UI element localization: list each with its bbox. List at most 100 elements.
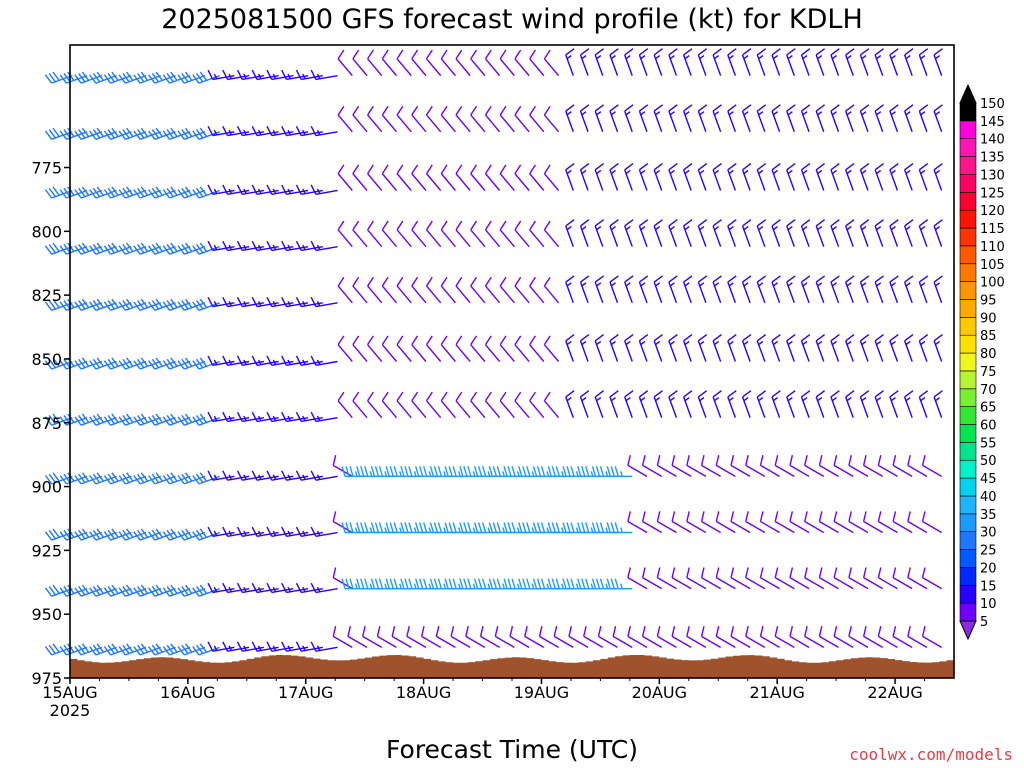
wind-barb-feather xyxy=(668,390,678,398)
wind-barb-half-feather xyxy=(655,55,661,60)
wind-barb-feather xyxy=(181,586,189,596)
wind-barb-feather xyxy=(126,298,134,309)
wind-barb xyxy=(514,335,530,362)
wind-barb xyxy=(356,466,382,478)
wind-barb-shaft xyxy=(367,285,383,304)
wind-barb-feather xyxy=(222,355,229,366)
wind-barb xyxy=(668,219,678,247)
wind-barb-half-feather xyxy=(890,111,896,116)
wind-barb-feather xyxy=(81,643,90,653)
wind-barb-feather xyxy=(137,129,145,139)
wind-barb-half-feather xyxy=(213,188,218,194)
wind-barb-feather xyxy=(727,104,737,112)
wind-barb-feather xyxy=(653,390,663,398)
wind-barb-shaft xyxy=(367,229,383,248)
wind-barb-feather xyxy=(463,466,468,477)
wind-barb-feather xyxy=(771,219,781,227)
wind-barb-feather xyxy=(425,49,433,60)
wind-barb-half-feather xyxy=(669,111,675,116)
wind-barb xyxy=(903,275,914,304)
wind-barb-shaft xyxy=(543,285,560,304)
wind-barb-shaft xyxy=(411,229,427,248)
wind-barb-half-feather xyxy=(213,645,218,651)
wind-barb-shaft xyxy=(514,173,530,191)
wind-barb xyxy=(682,48,693,76)
wind-barb-half-feather xyxy=(831,340,837,346)
wind-barb-feather xyxy=(845,219,855,227)
wind-barb-feather xyxy=(103,416,112,426)
wind-barb-feather xyxy=(195,300,204,310)
wind-barb-feather xyxy=(107,473,115,483)
wind-barb xyxy=(727,48,737,76)
wind-barb-half-feather xyxy=(831,55,837,60)
wind-barb-shaft xyxy=(514,344,530,362)
wind-barb-feather xyxy=(122,473,130,483)
wind-barb-feather xyxy=(921,511,926,522)
wind-barb-feather xyxy=(833,626,838,637)
wind-barb-feather xyxy=(524,626,528,637)
wind-barb-feather xyxy=(455,105,463,116)
wind-barb xyxy=(830,275,840,304)
wind-barb-shaft xyxy=(848,577,869,590)
wind-barb-half-feather xyxy=(257,73,262,80)
wind-barb-feather xyxy=(251,582,258,593)
wind-barb xyxy=(133,71,161,84)
wind-barb-shaft xyxy=(730,520,751,534)
wind-barb-feather xyxy=(742,219,752,227)
wind-barb-feather xyxy=(712,104,722,112)
wind-barb-feather xyxy=(727,390,737,398)
wind-barb-half-feather xyxy=(443,471,447,477)
wind-barb-feather xyxy=(815,334,826,342)
wind-barb-half-feather xyxy=(243,415,247,422)
wind-barb xyxy=(624,275,634,304)
wind-barb-feather xyxy=(63,244,71,254)
wind-barb-feather xyxy=(48,586,57,596)
wind-barb-shaft xyxy=(774,464,795,477)
wind-barb-shaft xyxy=(514,400,530,419)
wind-barb xyxy=(786,163,796,191)
wind-barb-shaft xyxy=(484,58,501,77)
wind-barb-shaft xyxy=(804,577,825,590)
wind-barb-half-feather xyxy=(302,300,306,307)
wind-barb-feather xyxy=(185,71,193,81)
colorbar-tick-label: 45 xyxy=(980,472,997,487)
wind-barb-feather xyxy=(577,522,582,533)
wind-barb xyxy=(488,466,515,478)
wind-barb xyxy=(609,48,619,76)
wind-barb-feather xyxy=(848,455,852,466)
wind-barb xyxy=(44,242,73,255)
wind-barb-shaft xyxy=(499,229,515,248)
wind-barb-shaft xyxy=(529,173,545,191)
wind-barb-half-feather xyxy=(272,530,277,536)
wind-barb-feather xyxy=(67,71,75,81)
wind-barb xyxy=(440,276,456,304)
wind-barb-feather xyxy=(756,390,767,398)
wind-barb-feather xyxy=(170,71,178,81)
wind-barb-half-feather xyxy=(384,527,388,533)
wind-barb xyxy=(668,48,678,76)
wind-barb xyxy=(455,49,471,77)
wind-barb xyxy=(730,511,751,534)
wind-barb-feather xyxy=(686,626,690,637)
wind-barb-feather xyxy=(67,127,75,137)
wind-barb-shaft xyxy=(470,58,486,77)
wind-barb-shaft xyxy=(352,400,368,419)
wind-barb-half-feather xyxy=(354,471,358,477)
wind-barb-feather xyxy=(63,644,71,654)
wind-barb-feather xyxy=(78,187,86,198)
wind-barb-feather xyxy=(444,578,449,589)
wind-barb-shaft xyxy=(436,635,456,648)
wind-barb-half-feather xyxy=(369,527,373,533)
wind-barb xyxy=(907,511,928,534)
wind-barb-feather xyxy=(411,164,419,175)
wind-barb-half-feather xyxy=(728,169,734,175)
wind-barb-half-feather xyxy=(714,340,720,346)
wind-barb-shaft xyxy=(715,577,736,590)
wind-barb-shaft xyxy=(878,520,898,534)
wind-barb-half-feather xyxy=(566,169,572,175)
wind-barb xyxy=(700,567,721,590)
wind-barb-feather xyxy=(712,163,722,171)
wind-barb-shaft xyxy=(484,114,501,133)
wind-barb-half-feather xyxy=(699,111,705,116)
wind-barb-half-feather xyxy=(817,55,823,60)
